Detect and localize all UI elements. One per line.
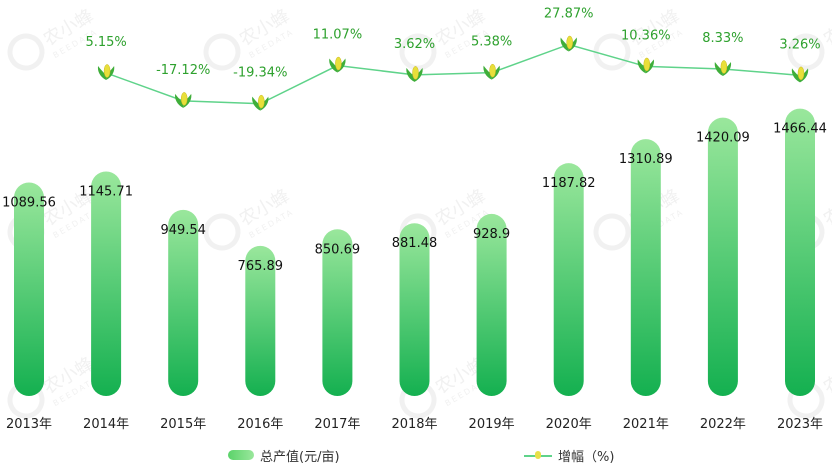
growth-line-series: 5.15% -17.12% -19.34% 11.07% 3.62% 5.38% 27.87… [85,6,821,111]
growth-marker-9[interactable] [714,60,732,76]
bar-0[interactable] [14,182,44,396]
bar-2[interactable] [168,209,199,396]
growth-label-9: 8.33% [702,31,743,46]
bar-value-label-1: 1145.71 [79,184,133,199]
x-tick-label-7: 2020年 [546,417,592,432]
x-tick-label-3: 2016年 [237,417,283,432]
x-tick-label-4: 2017年 [314,417,360,432]
legend: 总产值(元/亩) 增幅（%) [0,444,832,466]
growth-marker-10[interactable] [791,66,809,83]
growth-label-7: 27.87% [544,6,594,21]
bar-value-labels: 1089.56 1145.71 949.54 765.89 850.69 881.48 92… [2,122,827,274]
bar-value-label-6: 928.9 [473,227,510,242]
growth-marker-4[interactable] [329,56,346,73]
legend-line-swatch [524,450,552,460]
legend-label-growth: 增幅（%) [558,449,615,465]
legend-label-output: 总产值(元/亩) [260,449,340,465]
growth-marker-7[interactable] [560,35,577,52]
bar-10[interactable] [785,108,815,396]
bar-7[interactable] [553,163,584,396]
x-tick-label-6: 2019年 [469,417,515,432]
legend-item-output[interactable]: 总产值(元/亩) [228,444,340,466]
growth-label-10: 3.26% [779,37,820,52]
growth-label-8: 10.36% [621,28,671,43]
bar-3[interactable] [245,245,276,396]
x-tick-label-1: 2014年 [83,417,129,432]
growth-marker-6[interactable] [483,63,500,80]
growth-marker-8[interactable] [637,57,654,74]
x-tick-label-8: 2021年 [623,417,669,432]
growth-marker-2[interactable] [175,92,192,108]
x-tick-label-10: 2023年 [777,417,823,432]
bar-value-label-8: 1310.89 [619,152,673,167]
growth-marker-3[interactable] [252,94,269,111]
bar-value-label-9: 1420.09 [696,131,750,146]
bar-value-label-2: 949.54 [160,223,206,238]
bar-6[interactable] [476,213,507,396]
bar-1[interactable] [91,171,122,396]
x-axis: 2013年 2014年 2015年 2016年 2017年 2018年 2019年 2020年… [6,417,823,432]
bar-4[interactable] [322,229,353,396]
bar-value-label-4: 850.69 [315,242,361,257]
bar-value-label-3: 765.89 [238,259,284,274]
bar-value-label-7: 1187.82 [542,176,596,191]
growth-label-3: -19.34% [233,66,287,81]
legend-bar-swatch [228,450,254,460]
growth-label-6: 5.38% [471,35,512,50]
bar-value-label-5: 881.48 [392,236,438,251]
growth-line [105,43,801,105]
bar-5[interactable] [399,223,430,396]
x-tick-label-2: 2015年 [160,417,206,432]
growth-label-5: 3.62% [394,37,435,52]
growth-label-1: 5.15% [85,35,126,50]
bar-9[interactable] [707,117,738,397]
legend-item-growth[interactable]: 增幅（%) [524,444,614,466]
bar-8[interactable] [630,139,661,397]
growth-marker-1[interactable] [97,64,115,80]
growth-label-4: 11.07% [313,28,363,43]
x-tick-label-9: 2022年 [700,417,746,432]
growth-label-2: -17.12% [156,63,210,78]
x-tick-label-5: 2018年 [391,417,437,432]
bar-value-label-10: 1466.44 [773,122,827,137]
bar-series [14,108,815,397]
bar-value-label-0: 1089.56 [2,195,56,210]
growth-marker-5[interactable] [406,66,423,82]
x-tick-label-0: 2013年 [6,417,52,432]
